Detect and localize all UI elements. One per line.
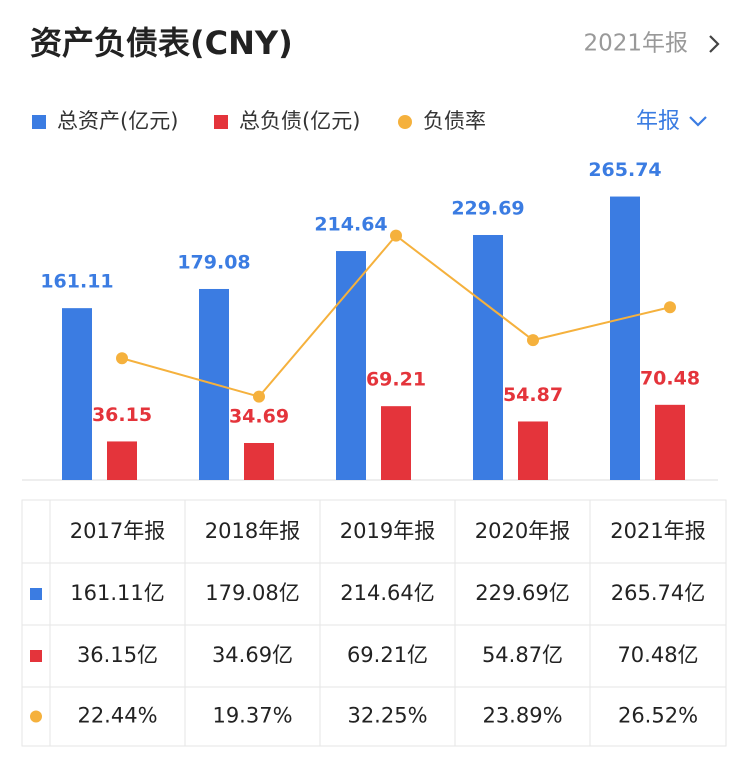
period-link[interactable]: 2021年报	[583, 31, 688, 57]
data-label: 161.11	[40, 271, 113, 293]
data-label: 179.08	[177, 251, 250, 273]
data-label: 36.15	[92, 404, 152, 426]
title: 资产负债表(CNY)	[30, 24, 293, 62]
chevron-down[interactable]	[689, 116, 707, 127]
table-cell: 26.52%	[618, 704, 698, 728]
bar	[107, 441, 137, 480]
table-cell: 214.64亿	[340, 581, 434, 605]
bar	[518, 421, 548, 480]
legend-marker	[398, 115, 412, 129]
legend-marker	[30, 588, 42, 600]
legend-label: 负债率	[423, 109, 486, 133]
table-cell: 265.74亿	[611, 581, 705, 605]
table-header: 2018年报	[205, 519, 300, 543]
bar	[381, 406, 411, 480]
table-cell: 23.89%	[482, 704, 562, 728]
period-type-select[interactable]: 年报	[636, 109, 680, 134]
table-cell: 179.08亿	[205, 581, 299, 605]
data-label: 69.21	[366, 369, 426, 391]
table-cell: 22.44%	[77, 704, 157, 728]
bar	[655, 404, 685, 480]
table-cell: 69.21亿	[347, 643, 428, 667]
chevron-right[interactable]	[709, 35, 720, 53]
legend-marker	[32, 115, 46, 129]
point	[664, 301, 676, 314]
legend-marker	[30, 650, 42, 662]
table-header: 2017年报	[70, 519, 165, 543]
bar	[62, 308, 92, 480]
table-border	[21, 499, 727, 747]
legend-label: 总资产(亿元)	[57, 109, 178, 133]
data-label: 229.69	[451, 197, 524, 219]
bar	[244, 442, 274, 480]
table-header: 2020年报	[475, 519, 570, 543]
point	[390, 229, 402, 242]
data-label: 54.87	[503, 384, 563, 406]
point	[253, 390, 265, 403]
table-cell: 54.87亿	[482, 643, 563, 667]
table-cell: 229.69亿	[475, 581, 569, 605]
bar	[336, 251, 366, 480]
legend-label: 总负债(亿元)	[239, 109, 360, 133]
data-label: 214.64	[314, 214, 387, 236]
point	[527, 334, 539, 347]
data-label: 70.48	[640, 367, 700, 389]
bar	[473, 234, 503, 480]
table-cell: 32.25%	[347, 704, 427, 728]
bar	[610, 196, 640, 480]
legend-marker	[30, 710, 42, 723]
table-cell: 70.48亿	[617, 643, 698, 667]
table-cell: 161.11亿	[70, 581, 164, 605]
table-cell: 34.69亿	[212, 643, 293, 667]
data-label: 265.74	[588, 159, 661, 181]
legend-marker	[214, 115, 228, 129]
point	[116, 352, 128, 365]
table-cell: 36.15亿	[77, 643, 158, 667]
data-label: 34.69	[229, 405, 289, 427]
table-cell: 19.37%	[212, 704, 292, 728]
table-header: 2019年报	[340, 519, 435, 543]
table-header: 2021年报	[610, 519, 705, 543]
